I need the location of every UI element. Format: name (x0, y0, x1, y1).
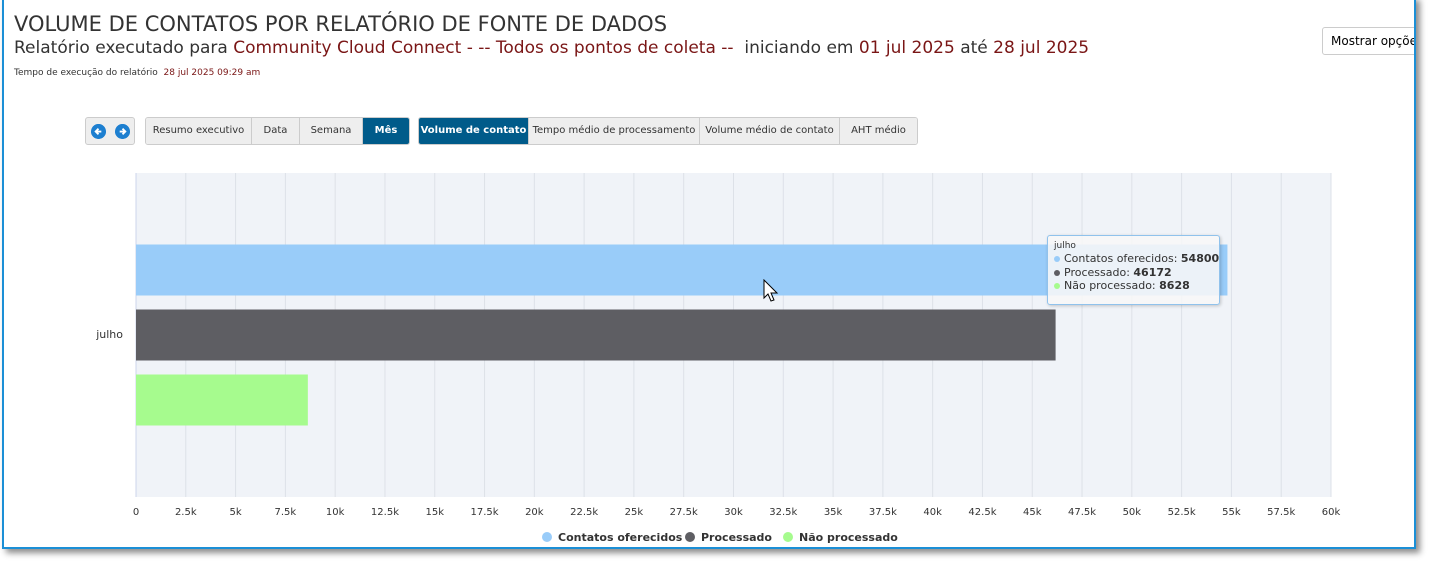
period-tab[interactable]: Data (252, 118, 300, 144)
tooltip-line: Contatos oferecidos: 54800 (1054, 252, 1219, 266)
report-subtitle: Relatório executado para Community Cloud… (14, 38, 1089, 58)
legend-marker (783, 532, 793, 542)
bar (136, 374, 308, 426)
exec-label: Tempo de execução do relatório (14, 68, 158, 78)
x-tick-label: 22.5k (570, 507, 598, 518)
period-tab[interactable]: Resumo executivo (146, 118, 252, 144)
tooltip-value: 8628 (1159, 279, 1190, 292)
metric-tab[interactable]: Volume de contato (419, 118, 529, 144)
tooltip-separator: : (1151, 279, 1156, 292)
options-button[interactable]: Mostrar opções (1322, 27, 1414, 55)
x-tick-label: 57.5k (1267, 507, 1295, 518)
tooltip-title: julho (1054, 241, 1076, 251)
x-tick-label: 40k (923, 507, 942, 518)
x-tick-label: 50k (1123, 507, 1142, 518)
legend-marker (542, 532, 552, 542)
next-button[interactable] (114, 123, 130, 139)
collection-points: - -- Todos os pontos de coleta -- (466, 38, 734, 58)
legend-item[interactable]: Processado (685, 531, 772, 544)
tooltip-marker (1054, 269, 1060, 276)
report-window: VOLUME DE CONTATOS POR RELATÓRIO DE FONT… (2, 0, 1416, 549)
x-tick-label: 17.5k (471, 507, 499, 518)
x-tick-label: 32.5k (769, 507, 797, 518)
tooltip-line: Processado: 46172 (1054, 266, 1213, 280)
start-date: 01 jul 2025 (858, 38, 955, 58)
bar (136, 244, 1228, 296)
tooltip-marker (1054, 256, 1060, 262)
tooltip-series: Não processado (1064, 279, 1152, 292)
x-tick-label: 52.5k (1168, 507, 1196, 518)
bar (136, 309, 1056, 361)
x-tick-label: 37.5k (869, 507, 897, 518)
period-tabs: Resumo executivo Data Semana Mês (145, 117, 410, 145)
x-tick-label: 12.5k (371, 507, 399, 518)
x-tick-label: 55k (1222, 507, 1241, 518)
x-tick-label: 25k (625, 507, 644, 518)
tooltip-value: 46172 (1133, 265, 1172, 279)
x-tick-label: 10k (326, 507, 345, 518)
subtitle-prefix: Relatório executado para (14, 38, 228, 58)
exec-time: 28 jul 2025 09:29 am (163, 68, 261, 78)
end-date: 28 jul 2025 (993, 38, 1090, 58)
x-tick-label: 2.5k (175, 507, 197, 518)
legend-item[interactable]: Contatos oferecidos (542, 531, 683, 544)
legend-label: Não processado (799, 531, 898, 544)
tooltip-line: Não processado: 8628 (1054, 279, 1213, 293)
period-tab[interactable]: Semana (300, 118, 363, 144)
x-tick-label: 60k (1322, 507, 1341, 518)
tooltip-series: Processado (1064, 265, 1127, 279)
source-name: Community Cloud Connect (233, 38, 462, 58)
tooltip-value: 54800 (1180, 252, 1220, 265)
tooltip-separator: : (1126, 265, 1130, 279)
x-tick-label: 7.5k (275, 507, 297, 518)
x-tick-label: 47.5k (1068, 507, 1096, 518)
prev-button[interactable] (90, 123, 106, 139)
x-tick-label: 15k (425, 507, 444, 518)
metric-tab[interactable]: Volume médio de contato (700, 118, 840, 144)
report-title: VOLUME DE CONTATOS POR RELATÓRIO DE FONT… (14, 12, 668, 36)
x-tick-label: 20k (525, 507, 544, 518)
legend-marker (685, 532, 695, 542)
mouse-cursor (763, 279, 779, 302)
chart: 0 2.5k 5k 7.5k 10k 12.5k 15k 17.5k 20k 22.5k 25k 27… (95, 173, 1341, 544)
x-tick-label: 0 (133, 507, 139, 518)
legend-label: Contatos oferecidos (558, 531, 683, 544)
metric-tab[interactable]: AHT médio (840, 118, 917, 144)
metric-tabs: Volume de contato Tempo médio de processa… (418, 117, 918, 145)
x-tick-label: 5k (230, 507, 242, 518)
end-prefix: até (960, 38, 988, 58)
period-tab[interactable]: Mês (363, 118, 409, 144)
exec-info: Tempo de execução do relatório 28 jul 20… (14, 68, 260, 78)
tooltip-marker (1054, 283, 1060, 289)
x-tick-label: 27.5k (670, 507, 698, 518)
legend-label: Processado (701, 531, 772, 544)
tooltip-separator: : (1173, 252, 1178, 265)
y-tick-label: julho (95, 328, 123, 341)
x-tick-label: 45k (1023, 507, 1042, 518)
tooltip: julho Contatos oferecidos: 54800 Processad… (1047, 235, 1220, 305)
metric-tab[interactable]: Tempo médio de processamento (529, 118, 700, 144)
x-tick-label: 35k (824, 507, 843, 518)
x-tick-label: 30k (724, 507, 743, 518)
tooltip-series: Contatos oferecidos (1064, 252, 1174, 265)
nav-arrows (85, 117, 135, 145)
legend-item[interactable]: Não processado (783, 531, 898, 544)
start-prefix: iniciando em (744, 38, 854, 58)
x-tick-label: 42.5k (968, 507, 996, 518)
